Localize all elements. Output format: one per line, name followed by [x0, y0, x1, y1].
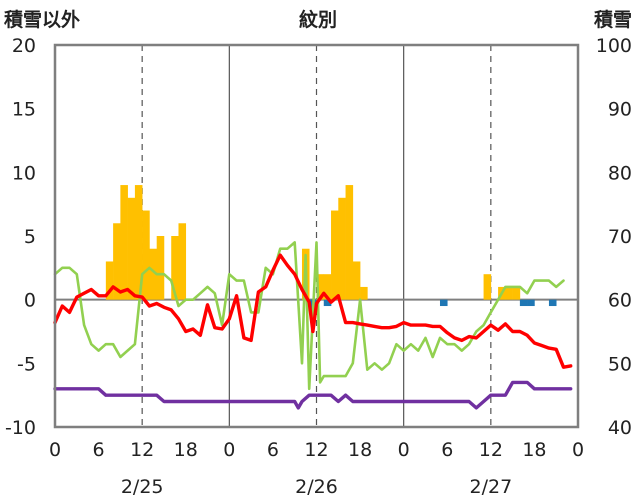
precip-bar [171, 236, 179, 300]
chart-title: 紋別 [299, 8, 337, 31]
precip-bar [149, 248, 157, 300]
precip-bar [338, 197, 346, 300]
left-tick-label: -5 [17, 353, 36, 375]
right-tick-label: 100 [596, 35, 632, 57]
precip-bar [352, 261, 361, 300]
left-tick-label: 20 [12, 35, 36, 57]
precip-bar [345, 185, 354, 300]
precip-bar [360, 286, 368, 300]
x-tick-label: 18 [174, 439, 198, 461]
snow_depth-line [53, 241, 565, 391]
bars-layer [105, 185, 557, 313]
x-tick-label: 18 [522, 439, 546, 461]
precip-bar [105, 261, 114, 300]
date-label: 2/25 [121, 476, 164, 498]
x-tick-label: 12 [304, 439, 328, 461]
precip-bar [331, 210, 339, 300]
x-tick-label: 12 [130, 439, 154, 461]
left-tick-label: 15 [12, 99, 36, 121]
precip-bar [142, 210, 150, 300]
x-tick-label: 18 [348, 439, 372, 461]
snowdepth_change-bar [548, 299, 557, 307]
right-tick-label: 60 [608, 290, 632, 312]
pressure-line [53, 380, 573, 410]
snowdepth_change-bar [527, 299, 535, 307]
precip-bar [316, 274, 325, 300]
snowdepth_change-bar [323, 299, 332, 307]
left-tick-label: 10 [12, 162, 36, 184]
plot-frame [53, 43, 580, 429]
precip-bar [134, 185, 143, 300]
precip-bar [127, 197, 136, 300]
x-tick-label: 0 [223, 439, 235, 461]
precip-bar [178, 223, 187, 300]
snowdepth_change-bar [519, 299, 528, 307]
left-tick-label: 0 [24, 290, 36, 312]
right-axis-label: 積雪 [594, 8, 632, 31]
precip-bar [156, 236, 165, 300]
x-tick-label: 6 [267, 439, 279, 461]
x-tick-label: 0 [398, 439, 410, 461]
x-tick-label: 0 [572, 439, 584, 461]
precip-bar [120, 185, 128, 300]
left-tick-label: 5 [24, 226, 36, 248]
right-tick-label: 40 [608, 417, 632, 439]
precip-bar [512, 286, 521, 300]
date-label: 2/27 [469, 476, 512, 498]
temperature-line [53, 253, 573, 369]
x-tick-label: 6 [441, 439, 453, 461]
right-tick-label: 90 [608, 99, 632, 121]
x-tick-label: 0 [49, 439, 61, 461]
lines-layer [53, 241, 573, 410]
precip-bar [113, 223, 121, 300]
snowdepth_change-bar [439, 299, 448, 307]
precip-bar [323, 274, 332, 300]
x-tick-label: 12 [479, 439, 503, 461]
right-tick-label: 80 [608, 162, 632, 184]
precip-bar [483, 274, 492, 300]
left-axis-label: 積雪以外 [4, 8, 80, 31]
right-tick-label: 50 [608, 353, 632, 375]
precip-bar [505, 286, 513, 300]
left-tick-label: -10 [5, 417, 36, 439]
x-tick-label: 6 [93, 439, 105, 461]
right-tick-label: 70 [608, 226, 632, 248]
date-label: 2/26 [295, 476, 338, 498]
